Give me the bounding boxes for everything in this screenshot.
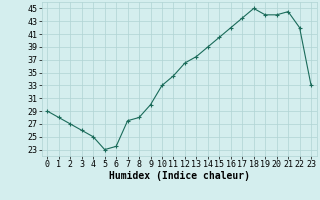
X-axis label: Humidex (Indice chaleur): Humidex (Indice chaleur) [109, 171, 250, 181]
